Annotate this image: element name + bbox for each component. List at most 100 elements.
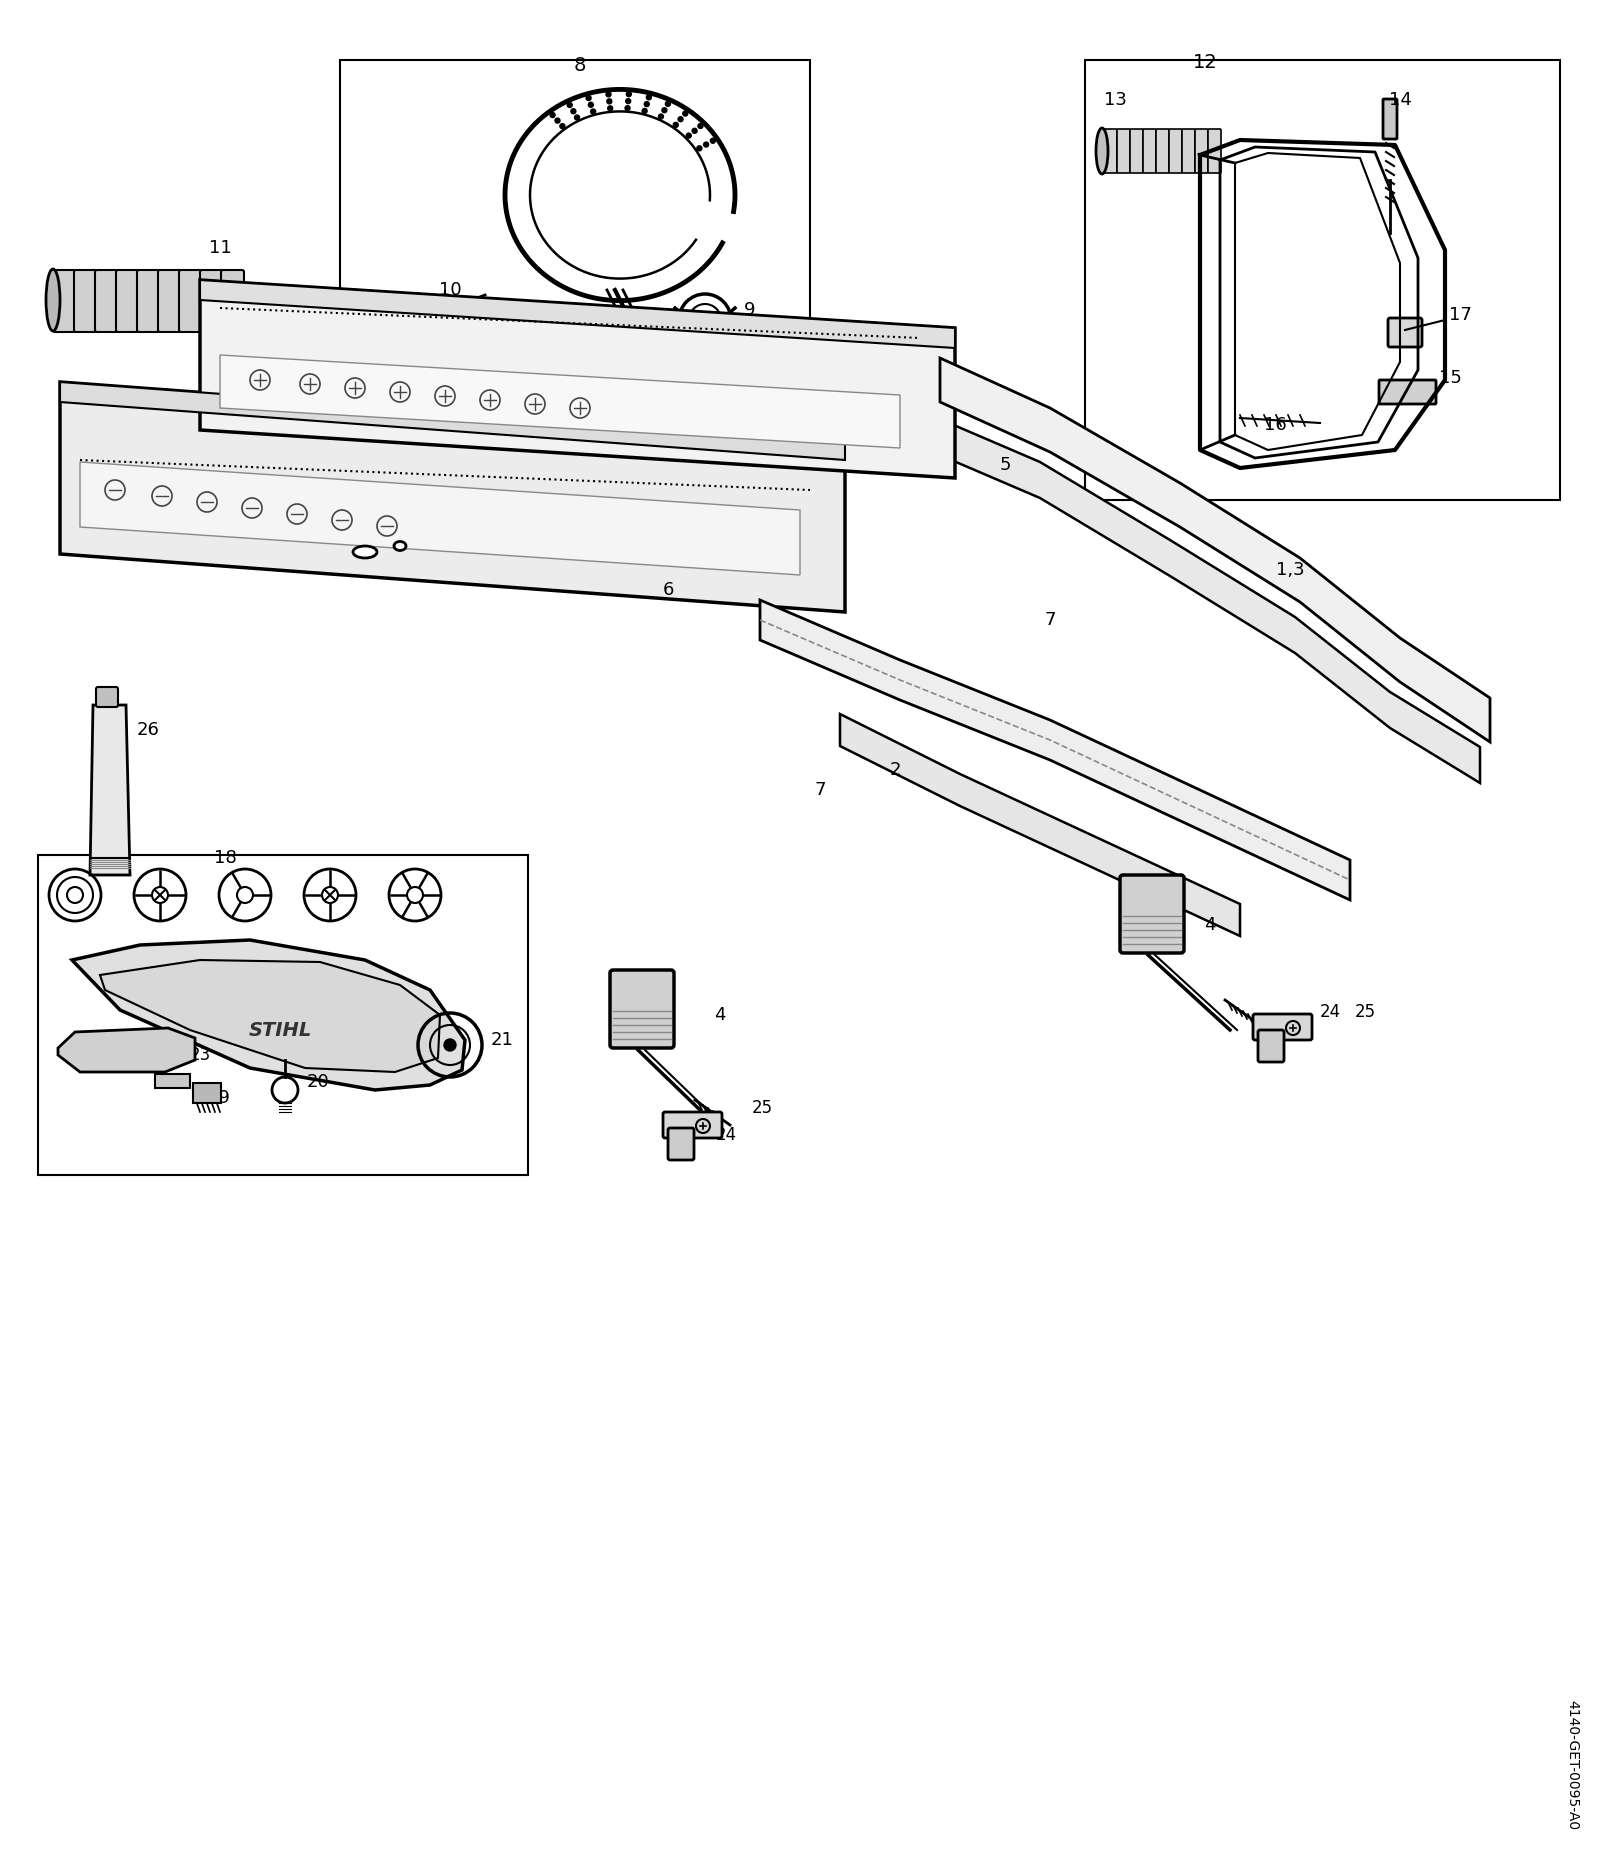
- Text: 1,3: 1,3: [1275, 561, 1304, 578]
- Polygon shape: [200, 281, 955, 348]
- Circle shape: [626, 105, 630, 110]
- Text: 6: 6: [662, 582, 674, 599]
- FancyBboxPatch shape: [1104, 129, 1117, 172]
- Ellipse shape: [354, 546, 378, 558]
- Text: STIHL: STIHL: [248, 1020, 312, 1040]
- Text: 25: 25: [752, 1098, 773, 1117]
- Circle shape: [693, 129, 698, 133]
- FancyBboxPatch shape: [74, 269, 98, 331]
- Text: 12: 12: [1192, 52, 1218, 71]
- Ellipse shape: [394, 541, 406, 550]
- Circle shape: [646, 95, 651, 99]
- Circle shape: [586, 95, 590, 101]
- Text: 7: 7: [1045, 612, 1056, 629]
- FancyBboxPatch shape: [1195, 129, 1208, 172]
- Polygon shape: [99, 960, 440, 1072]
- Text: 15: 15: [1438, 369, 1461, 387]
- Circle shape: [555, 118, 560, 123]
- Circle shape: [642, 109, 646, 114]
- Text: 8: 8: [574, 56, 586, 75]
- FancyBboxPatch shape: [1155, 129, 1170, 172]
- Circle shape: [710, 138, 715, 144]
- FancyBboxPatch shape: [1208, 129, 1221, 172]
- Text: 20: 20: [307, 1072, 330, 1091]
- FancyBboxPatch shape: [1389, 318, 1422, 346]
- Circle shape: [659, 114, 664, 120]
- Circle shape: [606, 99, 611, 105]
- FancyBboxPatch shape: [1253, 1014, 1312, 1040]
- Text: 21: 21: [491, 1031, 514, 1050]
- FancyBboxPatch shape: [179, 269, 202, 331]
- FancyBboxPatch shape: [53, 269, 77, 331]
- Text: 2: 2: [890, 761, 901, 778]
- FancyBboxPatch shape: [94, 269, 118, 331]
- Text: 25: 25: [1355, 1003, 1376, 1022]
- Text: 4140-GET-0095-A0: 4140-GET-0095-A0: [1565, 1701, 1579, 1830]
- Polygon shape: [941, 357, 1490, 743]
- Text: 23: 23: [189, 1046, 211, 1065]
- Circle shape: [645, 101, 650, 107]
- Circle shape: [589, 103, 594, 107]
- Bar: [194, 1083, 221, 1104]
- FancyBboxPatch shape: [1130, 129, 1142, 172]
- Text: 13: 13: [1104, 92, 1126, 109]
- Text: 16: 16: [1264, 415, 1286, 434]
- Polygon shape: [90, 705, 130, 876]
- Circle shape: [606, 92, 611, 97]
- Circle shape: [666, 101, 670, 107]
- Text: 5: 5: [1000, 457, 1011, 473]
- FancyBboxPatch shape: [200, 269, 222, 331]
- Text: 4: 4: [1205, 917, 1216, 934]
- Polygon shape: [61, 382, 845, 460]
- FancyBboxPatch shape: [96, 687, 118, 707]
- FancyBboxPatch shape: [1142, 129, 1155, 172]
- FancyBboxPatch shape: [221, 269, 243, 331]
- Polygon shape: [80, 462, 800, 574]
- Text: 10: 10: [438, 281, 461, 299]
- FancyBboxPatch shape: [115, 269, 139, 331]
- Circle shape: [608, 107, 613, 110]
- Circle shape: [574, 114, 579, 120]
- Circle shape: [568, 103, 573, 107]
- Text: 4: 4: [714, 1007, 726, 1023]
- Polygon shape: [221, 355, 899, 447]
- Circle shape: [698, 123, 702, 129]
- Circle shape: [560, 123, 565, 129]
- Circle shape: [662, 109, 667, 112]
- Text: 24: 24: [1320, 1003, 1341, 1022]
- FancyBboxPatch shape: [158, 269, 181, 331]
- Text: 22: 22: [131, 1059, 154, 1078]
- Circle shape: [626, 92, 632, 97]
- Bar: [155, 1074, 190, 1089]
- Circle shape: [683, 110, 688, 116]
- Circle shape: [438, 299, 451, 311]
- FancyBboxPatch shape: [1258, 1031, 1283, 1063]
- Polygon shape: [760, 601, 1350, 900]
- Polygon shape: [934, 417, 1480, 782]
- Polygon shape: [840, 715, 1240, 936]
- Circle shape: [590, 109, 595, 114]
- Ellipse shape: [1096, 127, 1107, 174]
- Circle shape: [550, 112, 555, 118]
- Polygon shape: [61, 382, 845, 612]
- Circle shape: [678, 116, 683, 122]
- Bar: [38, 855, 528, 1175]
- Text: 11: 11: [208, 239, 232, 256]
- FancyBboxPatch shape: [1379, 380, 1437, 404]
- FancyBboxPatch shape: [1170, 129, 1182, 172]
- Text: 17: 17: [1448, 307, 1472, 324]
- Polygon shape: [200, 281, 955, 477]
- FancyBboxPatch shape: [610, 969, 674, 1048]
- Bar: [339, 60, 810, 400]
- Circle shape: [445, 1038, 456, 1052]
- Polygon shape: [58, 1027, 195, 1072]
- Bar: [1085, 60, 1560, 500]
- Text: 14: 14: [1389, 92, 1411, 109]
- FancyBboxPatch shape: [669, 1128, 694, 1160]
- Text: 9: 9: [744, 301, 755, 318]
- Text: 18: 18: [214, 849, 237, 866]
- Text: 19: 19: [206, 1089, 229, 1108]
- Circle shape: [704, 142, 709, 148]
- Text: 7: 7: [814, 780, 826, 799]
- FancyBboxPatch shape: [662, 1111, 722, 1138]
